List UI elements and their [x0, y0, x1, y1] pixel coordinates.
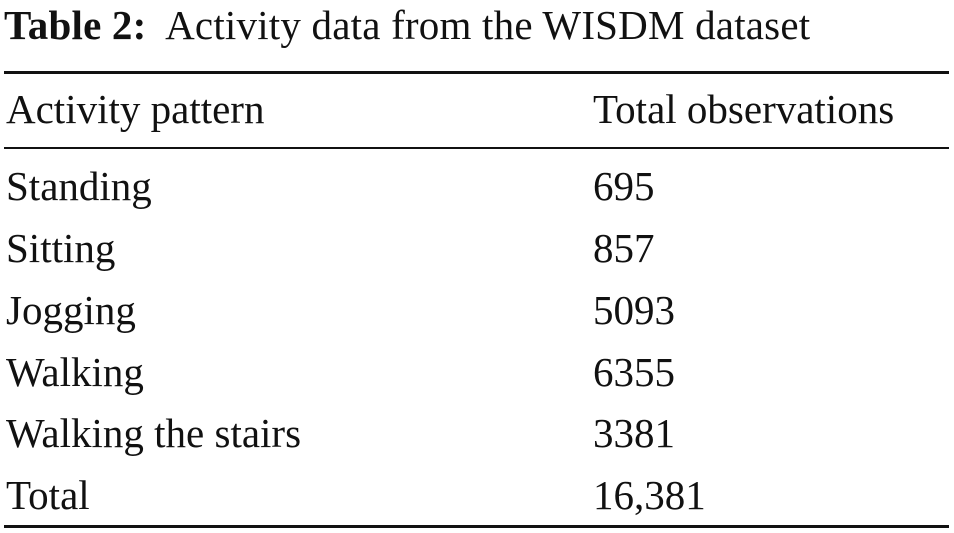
row-activity: Total: [6, 472, 90, 518]
table-caption-label: Table 2:: [4, 2, 147, 48]
table-top-rule: [4, 71, 949, 74]
table-caption: Table 2: Activity data from the WISDM da…: [4, 0, 810, 50]
row-activity: Sitting: [6, 225, 116, 271]
row-observations: 16,381: [593, 472, 706, 518]
row-observations: 6355: [593, 349, 675, 395]
table-caption-text: Activity data from the WISDM dataset: [165, 2, 811, 48]
row-observations: 3381: [593, 410, 675, 456]
column-header-observations: Total observations: [593, 86, 895, 132]
column-header-activity: Activity pattern: [6, 86, 265, 132]
row-activity: Walking the stairs: [6, 410, 302, 456]
table-bottom-rule: [4, 525, 949, 528]
row-activity: Jogging: [6, 287, 136, 333]
row-activity: Walking: [6, 349, 144, 395]
row-observations: 695: [593, 163, 655, 209]
row-activity: Standing: [6, 163, 152, 209]
row-observations: 5093: [593, 287, 675, 333]
row-observations: 857: [593, 225, 655, 271]
table-header-rule: [4, 147, 949, 149]
